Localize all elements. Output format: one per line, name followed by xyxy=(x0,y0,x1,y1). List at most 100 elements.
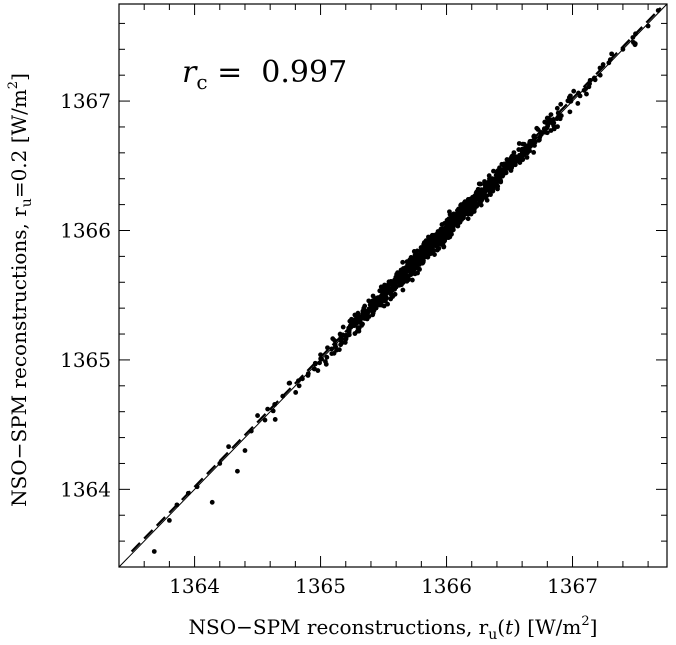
data-point xyxy=(524,154,530,160)
data-point xyxy=(454,211,460,217)
data-point xyxy=(554,116,560,122)
data-point xyxy=(413,256,419,262)
data-point xyxy=(265,406,271,412)
data-point xyxy=(332,342,338,348)
y-tick-label: 1365 xyxy=(60,348,111,372)
data-point xyxy=(567,109,573,115)
x-axis-label-open: ( xyxy=(497,615,505,639)
data-point xyxy=(400,287,406,293)
data-point xyxy=(537,137,542,143)
data-point xyxy=(388,279,394,284)
data-point xyxy=(400,277,406,282)
data-point xyxy=(408,272,414,278)
data-point xyxy=(390,284,396,290)
data-point xyxy=(312,360,318,366)
data-point xyxy=(432,252,437,257)
x-tick-label: 1366 xyxy=(421,574,472,598)
data-point xyxy=(581,87,587,93)
data-point xyxy=(358,314,364,320)
data-point xyxy=(600,62,606,67)
data-point xyxy=(450,222,455,228)
data-point xyxy=(468,205,473,210)
y-tick-label: 1364 xyxy=(60,477,111,501)
data-point xyxy=(516,158,522,164)
data-point xyxy=(338,342,344,348)
data-point xyxy=(426,234,431,240)
data-point xyxy=(174,502,180,508)
data-point xyxy=(366,306,372,312)
data-point xyxy=(632,41,638,47)
data-point xyxy=(382,295,388,301)
data-point xyxy=(255,413,260,418)
data-point xyxy=(346,327,352,333)
y-axis-label-prefix: NSO−SPM reconstructions, r xyxy=(7,207,31,507)
data-point xyxy=(630,35,636,40)
data-point xyxy=(478,202,484,208)
data-point xyxy=(272,402,278,407)
data-point xyxy=(655,8,661,13)
data-point xyxy=(323,361,329,367)
data-point xyxy=(481,191,487,197)
data-point xyxy=(516,141,522,146)
data-point xyxy=(609,51,615,57)
data-point xyxy=(541,129,547,135)
data-point xyxy=(496,168,502,174)
data-point xyxy=(484,197,490,203)
data-point xyxy=(409,277,415,283)
annotation-value: = 0.997 xyxy=(208,55,348,90)
data-point xyxy=(521,151,527,157)
data-point xyxy=(425,254,431,260)
data-point xyxy=(499,161,505,167)
data-point xyxy=(425,246,431,251)
y-axis-label-rest: =0.2 [W/m xyxy=(7,89,31,198)
data-point xyxy=(334,347,339,353)
data-point xyxy=(194,484,200,490)
data-point xyxy=(380,289,386,295)
annotation-symbol: r xyxy=(182,55,198,90)
data-point xyxy=(620,46,626,52)
data-point xyxy=(394,271,400,277)
data-point xyxy=(405,277,411,283)
data-point xyxy=(520,141,526,147)
x-axis-label-unit: [W/m xyxy=(521,615,581,639)
data-point xyxy=(645,23,651,29)
data-point xyxy=(558,101,564,107)
data-point xyxy=(378,284,384,290)
y-axis-label-sup: 2 xyxy=(6,81,21,89)
data-point xyxy=(329,346,335,352)
data-point xyxy=(340,324,346,330)
data-point xyxy=(532,139,538,145)
data-point xyxy=(548,112,554,117)
data-point xyxy=(434,236,439,242)
correlation-annotation: rc = 0.997 xyxy=(182,55,347,94)
data-point xyxy=(500,173,505,179)
y-tick-label: 1366 xyxy=(60,218,111,242)
data-point xyxy=(584,91,589,97)
data-point xyxy=(476,193,482,198)
data-point xyxy=(315,368,321,373)
x-axis-label: NSO−SPM reconstructions, ru(t) [W/m2] xyxy=(189,614,598,643)
data-point xyxy=(235,468,240,474)
data-point xyxy=(444,224,450,230)
data-point xyxy=(398,271,404,277)
data-point xyxy=(287,380,293,386)
data-point xyxy=(542,119,548,125)
data-point xyxy=(324,354,330,360)
data-point xyxy=(166,518,172,523)
data-point xyxy=(296,378,301,384)
data-point xyxy=(490,181,496,187)
data-point xyxy=(351,323,357,329)
data-point xyxy=(359,323,365,328)
data-point xyxy=(318,356,324,362)
data-point xyxy=(378,295,384,301)
x-axis-label-sup: 2 xyxy=(581,614,589,629)
data-point xyxy=(503,169,509,175)
y-axis-label-suffix: ] xyxy=(7,73,31,81)
tick-labels: 1364 1364 1365 1365 1366 1366 1367 1367 xyxy=(60,89,598,598)
data-layer xyxy=(119,4,667,567)
data-point xyxy=(440,242,445,248)
data-point xyxy=(415,270,420,276)
data-point xyxy=(517,152,522,158)
data-point xyxy=(299,376,305,382)
